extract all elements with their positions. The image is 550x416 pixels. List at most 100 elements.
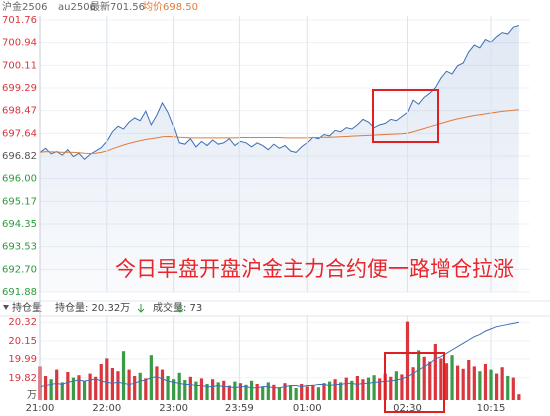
x-tick-label: 23:00 xyxy=(159,403,188,414)
price-area xyxy=(40,25,519,292)
volume-bar xyxy=(400,374,404,400)
volume-bar xyxy=(461,368,465,400)
volume-bar xyxy=(133,376,137,400)
series-line xyxy=(39,109,519,155)
volume-bar xyxy=(60,382,64,400)
volume-bar xyxy=(478,371,482,400)
volume-bar xyxy=(489,369,493,400)
volume-bar xyxy=(177,372,181,400)
volume-bar xyxy=(166,376,170,400)
x-tick-label: 10:15 xyxy=(477,403,506,414)
volume-bar xyxy=(211,379,215,400)
open-interest-line xyxy=(39,321,519,389)
volume-bar xyxy=(417,350,421,400)
highlight-box xyxy=(384,352,445,413)
volume-bar xyxy=(238,383,243,400)
volume-bar xyxy=(94,376,98,400)
y-tick-label: 19.82 xyxy=(8,373,37,384)
volume-bar xyxy=(77,375,81,400)
volume-bar xyxy=(88,373,92,400)
volume-bar xyxy=(244,384,248,400)
volume-bar xyxy=(305,386,309,400)
volume-bar xyxy=(494,373,499,400)
y-tick-label: 695.17 xyxy=(2,196,37,207)
y-tick-label: 698.47 xyxy=(2,106,37,117)
volume-bar xyxy=(266,382,270,400)
volume-bar xyxy=(82,380,87,400)
toggle-icon[interactable] xyxy=(3,305,9,310)
volume-bar xyxy=(378,378,382,400)
volume-bar xyxy=(422,356,426,400)
volume-bar xyxy=(517,394,521,400)
y-tick-label: 692.70 xyxy=(2,264,37,275)
y-unit: 万 xyxy=(27,390,37,401)
y-tick-label: 696.82 xyxy=(2,151,37,162)
volume-bar xyxy=(344,377,348,400)
volume-bar xyxy=(205,384,209,400)
x-tick-label: 01:00 xyxy=(293,403,322,414)
volume-bar xyxy=(288,385,293,400)
down-arrow xyxy=(137,304,145,313)
volume-bar xyxy=(172,379,176,400)
x-tick-label: 21:00 xyxy=(26,403,55,414)
volume-bar xyxy=(300,384,304,400)
x-tick-label: 23:59 xyxy=(225,403,254,414)
volume-bar xyxy=(322,383,326,400)
volume-bar xyxy=(389,376,393,400)
volume-bar xyxy=(110,368,114,400)
code: au2506 xyxy=(58,2,96,13)
volume-bar xyxy=(355,376,359,400)
plot-layer: 701.76 700.94 700.11 699.29 698.47 697.64 696.… xyxy=(2,15,530,414)
volume-bar xyxy=(500,367,504,400)
average: 均价698.50 xyxy=(143,1,198,13)
volume-bar xyxy=(327,381,332,400)
volume-bar xyxy=(294,388,298,400)
latest: 最新701.56 xyxy=(90,0,145,13)
volume-bar xyxy=(405,321,410,400)
volume-info: 成交量: 73 xyxy=(153,301,202,314)
volume-bar xyxy=(66,372,70,400)
volume-bar xyxy=(472,366,476,400)
volume-bar xyxy=(71,377,76,400)
volume-bar xyxy=(194,381,198,400)
highlight-box xyxy=(372,89,439,143)
down-arrow xyxy=(176,304,184,313)
x-tick-label: 22:00 xyxy=(92,403,121,414)
volume-bar xyxy=(55,369,59,400)
volume-bar xyxy=(99,364,103,400)
volume-bar xyxy=(249,380,254,400)
volume-bar xyxy=(506,376,510,400)
y-tick-label: 693.53 xyxy=(2,242,37,253)
toggle-label[interactable]: 持仓量 xyxy=(12,301,42,314)
volume-bar xyxy=(43,376,48,400)
volume-bar xyxy=(138,372,142,400)
y-tick-label: 19.99 xyxy=(8,354,37,365)
y-tick-label: 701.76 xyxy=(2,15,37,26)
volume-bar xyxy=(366,377,371,400)
series-line xyxy=(39,25,520,161)
volume-bar xyxy=(222,380,226,400)
volume-bar xyxy=(511,377,515,400)
volume-bar xyxy=(483,364,488,400)
symbol: 沪金2506 xyxy=(2,0,47,13)
volume-bar xyxy=(411,367,415,400)
volume-bar xyxy=(233,381,237,400)
volume-bar xyxy=(216,382,220,400)
volume-bar xyxy=(255,384,259,400)
volume-bar xyxy=(283,383,287,400)
volume-bar xyxy=(277,387,282,400)
volume-bar xyxy=(105,358,109,400)
y-tick-label: 700.94 xyxy=(2,38,37,49)
volume-bar xyxy=(467,360,471,400)
volume-bar xyxy=(361,379,365,400)
volume-bar xyxy=(49,379,53,400)
volume-bar xyxy=(155,366,159,400)
y-tick-label: 697.64 xyxy=(2,128,37,139)
x-tick-label: 02:30 xyxy=(393,403,422,414)
volume-bar xyxy=(121,351,126,400)
y-tick-label: 699.29 xyxy=(2,83,37,94)
volume-bar xyxy=(316,387,321,400)
volume-bar xyxy=(450,355,454,400)
